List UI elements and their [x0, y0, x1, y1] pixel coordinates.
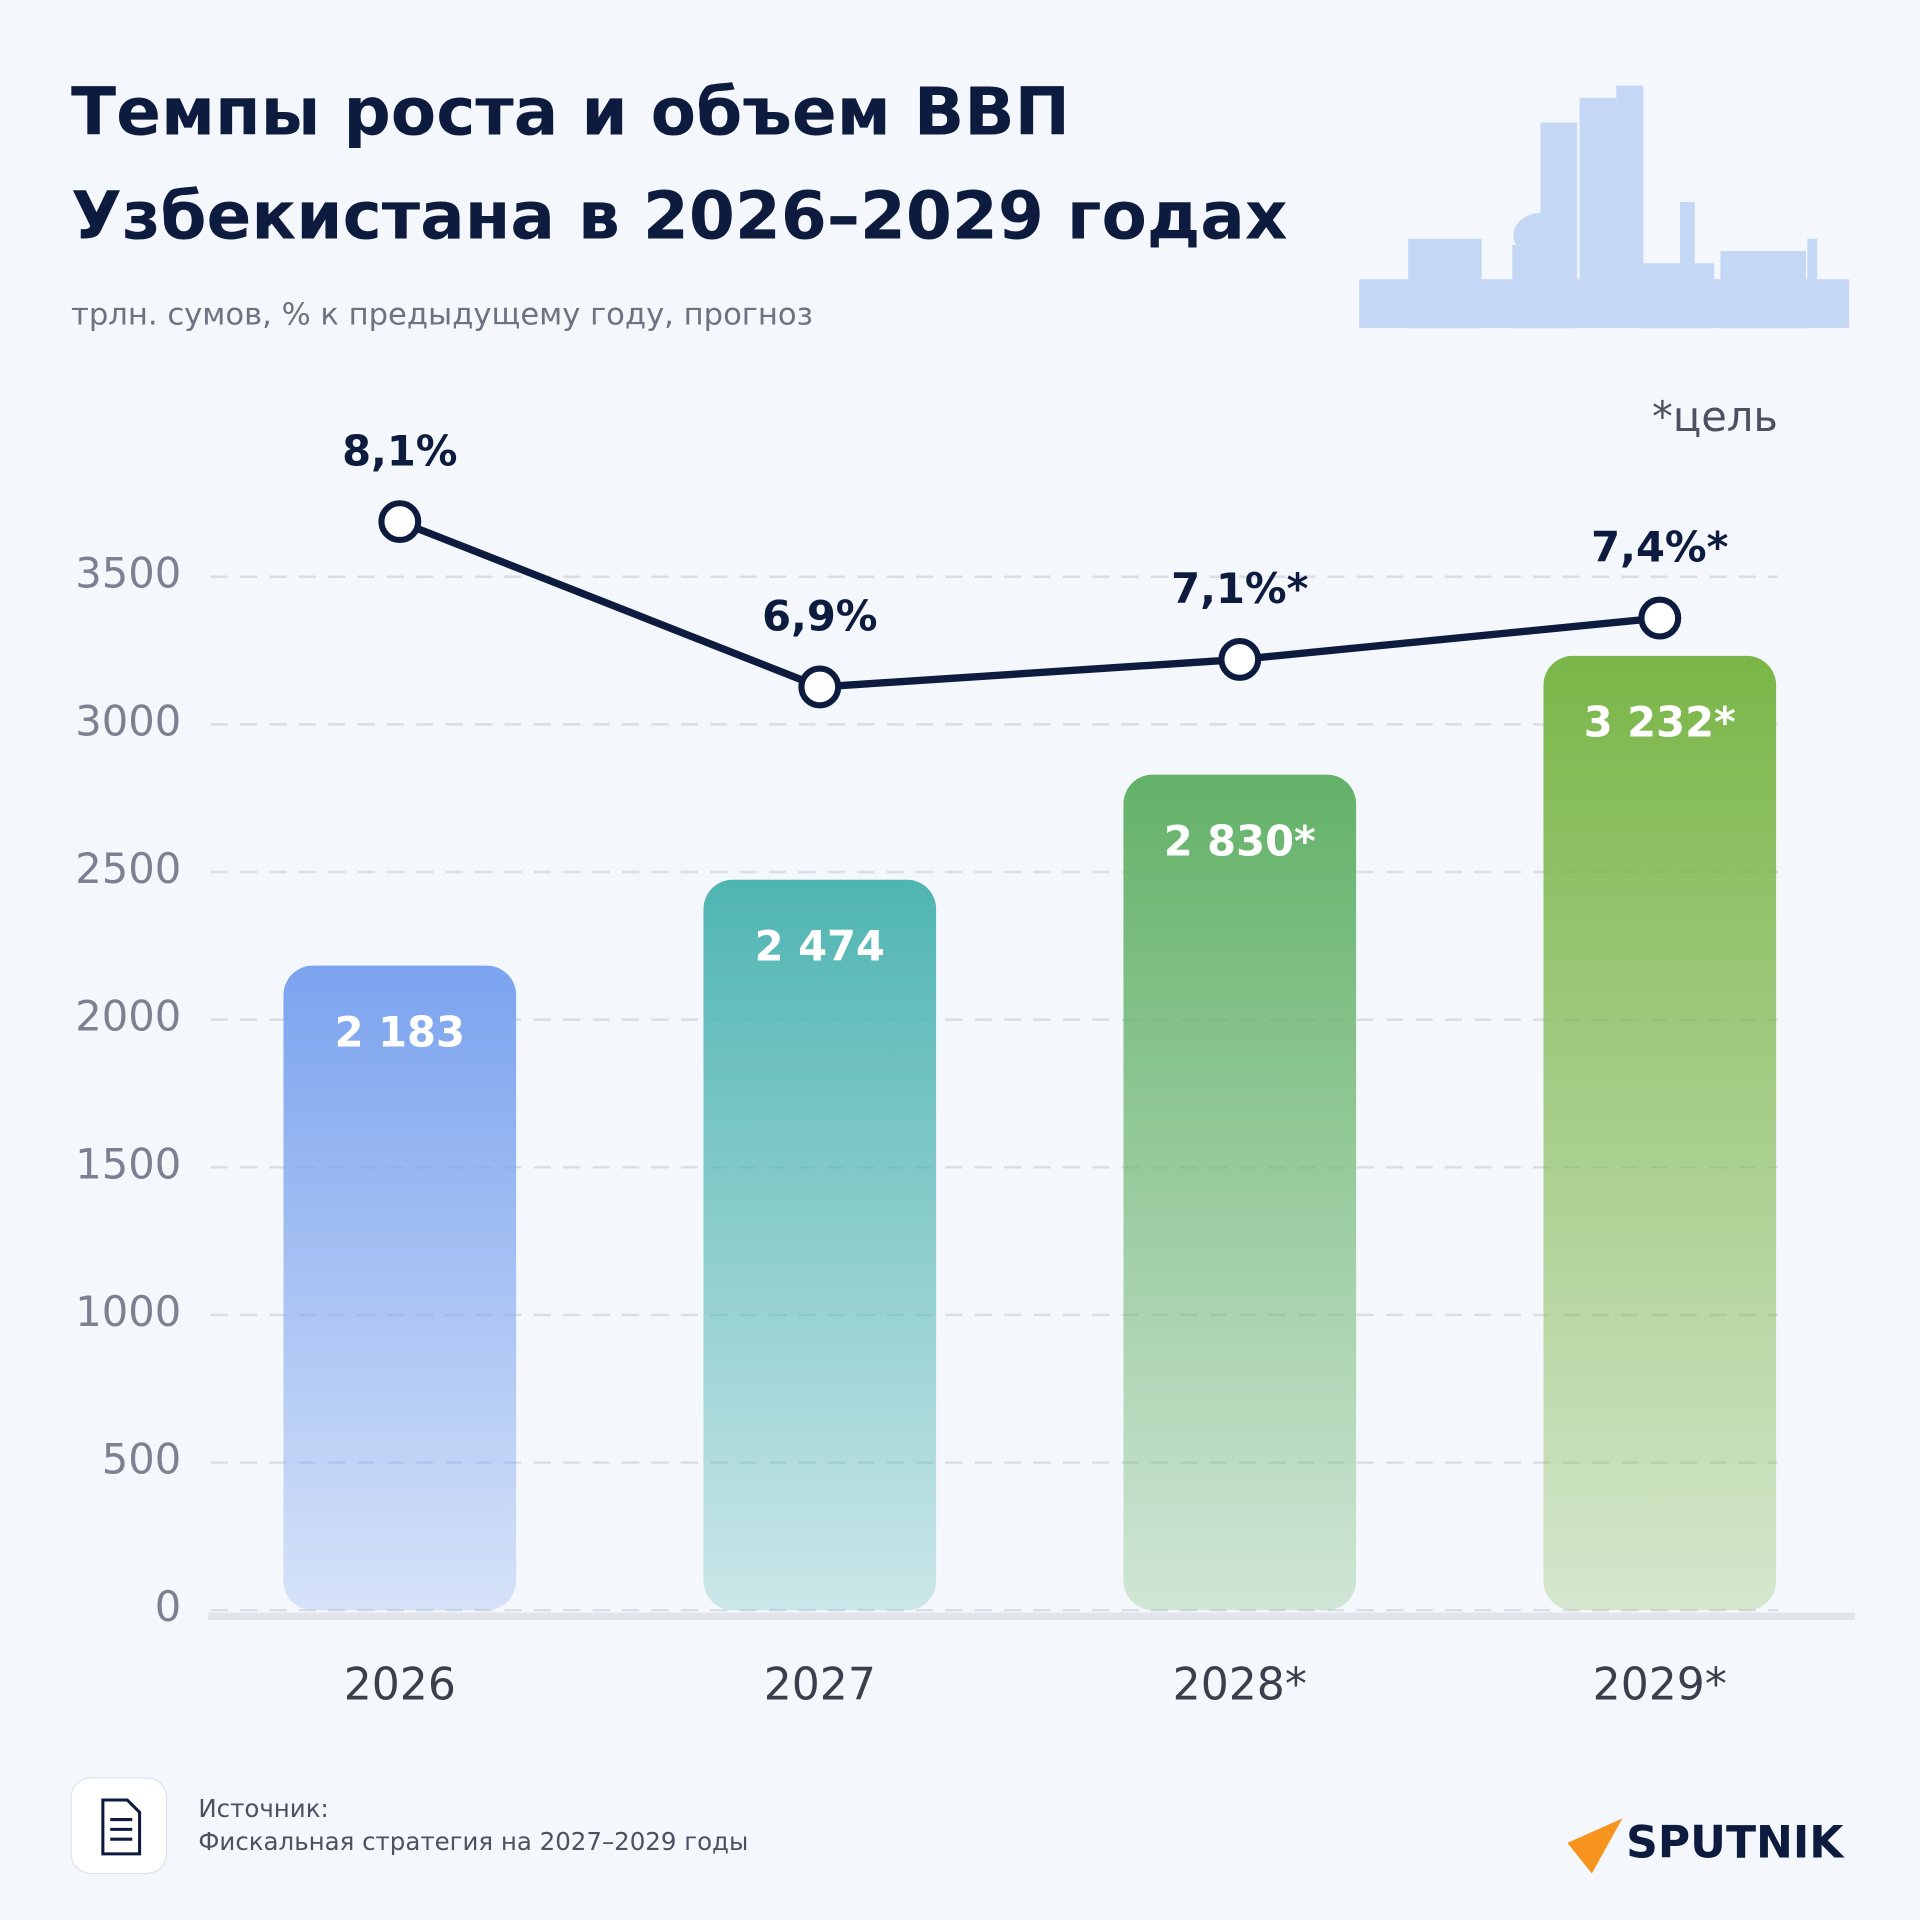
y-tick-label: 500	[102, 1435, 181, 1484]
y-tick-label: 3000	[75, 696, 181, 745]
bar	[1543, 655, 1777, 1611]
y-tick-label: 1000	[75, 1287, 181, 1336]
y-tick-label: 2000	[75, 992, 181, 1041]
y-tick-label: 2500	[75, 844, 181, 893]
chart-title: Узбекистана в 2026–2029 годах	[71, 177, 1288, 254]
x-tick-label: 2028*	[1173, 1659, 1307, 1710]
source-label: Источник:	[198, 1794, 328, 1823]
x-tick-label: 2029*	[1593, 1659, 1727, 1710]
source: Фискальная стратегия на 2027–2029 годы	[198, 1827, 748, 1856]
brand-logo	[1567, 1818, 1623, 1874]
source-icon	[101, 1798, 142, 1856]
bar	[283, 965, 517, 1611]
x-tick-label: 2027	[764, 1659, 876, 1710]
y-tick-label: 0	[155, 1582, 181, 1631]
line-value-label: 6,9%	[762, 592, 877, 641]
bar-value-label: 2 830*	[1164, 816, 1316, 865]
chart-title: Темпы роста и объем ВВП	[71, 73, 1070, 150]
note: *цель	[1652, 392, 1778, 441]
subtitle: трлн. сумов, % к предыдущему году, прогн…	[71, 297, 813, 332]
y-tick-label: 3500	[75, 549, 181, 598]
bar-value-label: 2 474	[755, 921, 885, 970]
line	[398, 518, 1661, 691]
skyline	[1359, 85, 1849, 329]
bar	[1123, 774, 1357, 1611]
x-tick-label: 2026	[344, 1659, 456, 1710]
bar-value-label: 2 183	[335, 1007, 465, 1056]
bar	[703, 879, 937, 1611]
line-marker	[798, 665, 842, 709]
line-value-label: 8,1%	[342, 426, 457, 475]
line-value-label: 7,1%*	[1171, 564, 1308, 613]
source-icon-box	[70, 1777, 168, 1875]
line-marker	[1218, 637, 1262, 681]
line-marker	[378, 500, 422, 544]
bar-value-label: 3 232*	[1584, 698, 1736, 747]
y-tick-label: 1500	[75, 1139, 181, 1188]
line-marker	[1638, 596, 1682, 640]
line-value-label: 7,4%*	[1591, 523, 1728, 572]
brand: SPUTNIK	[1626, 1817, 1845, 1868]
